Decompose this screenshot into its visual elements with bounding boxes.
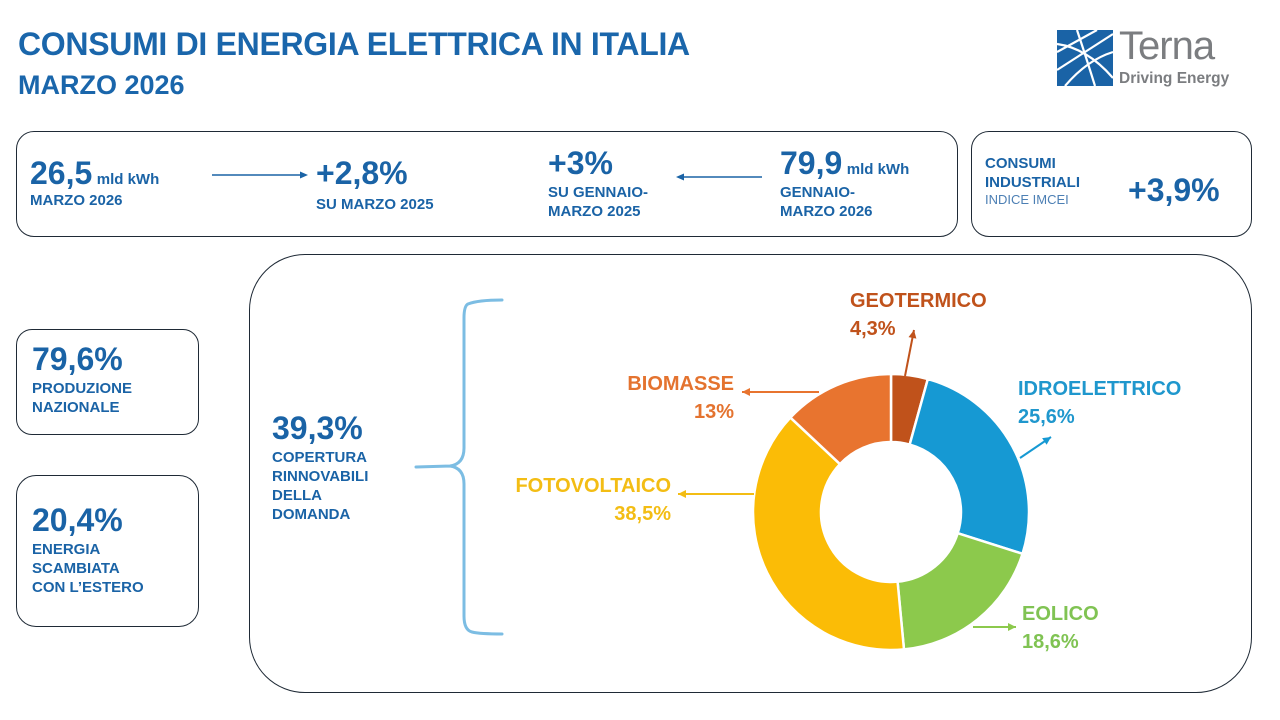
ytd-value: 79,9	[780, 145, 843, 181]
monthly-change-label: SU MARZO 2025	[316, 196, 434, 213]
industrial-sublabel: INDICE IMCEI	[985, 192, 1069, 207]
page-subtitle: MARZO 2026	[18, 70, 185, 100]
label-geotermico: GEOTERMICO 4,3%	[850, 287, 987, 343]
monthly-change-value: +2,8%	[316, 155, 408, 191]
ytd-change-label-1: SU GENNAIO-	[548, 184, 649, 201]
renewables-label-3: DELLA	[272, 487, 322, 504]
national-production-value: 79,6%	[32, 341, 123, 377]
foreign-exchange-label-1: ENERGIA	[32, 541, 101, 558]
national-production-label-2: NAZIONALE	[32, 399, 120, 416]
monthly-unit: mld kWh	[96, 171, 160, 188]
label-fotovoltaico-value: 38,5%	[614, 503, 671, 525]
monthly-change: +2,8% SU MARZO 2025	[316, 157, 434, 214]
label-idroelettrico: IDROELETTRICO 25,6%	[1018, 375, 1181, 431]
summary-panel	[16, 131, 958, 237]
ytd-unit: mld kWh	[846, 161, 910, 178]
ytd-label-2: MARZO 2026	[780, 203, 873, 220]
monthly-label: MARZO 2026	[30, 192, 123, 209]
arrow-right-icon	[212, 171, 308, 179]
label-fotovoltaico: FOTOVOLTAICO 38,5%	[483, 472, 671, 528]
national-production: 79,6% PRODUZIONE NAZIONALE	[32, 343, 132, 417]
monthly-consumption: 26,5 mld kWh MARZO 2026	[30, 157, 159, 210]
label-biomasse-value: 13%	[693, 401, 734, 423]
label-eolico: EOLICO 18,6%	[1022, 600, 1099, 656]
label-idroelettrico-value: 25,6%	[1018, 406, 1075, 428]
renewables-label-4: DOMANDA	[272, 506, 351, 523]
grid-network-icon	[1057, 30, 1113, 86]
industrial-panel	[971, 131, 1252, 237]
renewables-value: 39,3%	[272, 410, 363, 446]
foreign-exchange: 20,4% ENERGIA SCAMBIATA CON L’ESTERO	[32, 504, 144, 597]
ytd-change-label-2: MARZO 2025	[548, 203, 641, 220]
national-production-label-1: PRODUZIONE	[32, 380, 133, 397]
label-geotermico-name: GEOTERMICO	[850, 290, 987, 312]
ytd-consumption: 79,9 mld kWh GENNAIO- MARZO 2026	[780, 147, 909, 221]
logo-wordmark: Terna	[1119, 24, 1215, 68]
label-biomasse-name: BIOMASSE	[627, 373, 734, 395]
industrial-label-1: CONSUMI	[985, 155, 1056, 172]
label-eolico-value: 18,6%	[1022, 631, 1079, 653]
renewables-label-1: COPERTURA	[272, 449, 368, 466]
label-geotermico-value: 4,3%	[850, 318, 896, 340]
arrow-left-icon	[676, 173, 762, 181]
label-eolico-name: EOLICO	[1022, 603, 1099, 625]
foreign-exchange-label-2: SCAMBIATA	[32, 560, 120, 577]
foreign-exchange-label-3: CON L’ESTERO	[32, 579, 144, 596]
industrial-labels: CONSUMI INDUSTRIALI INDICE IMCEI	[985, 154, 1080, 207]
curly-brace	[414, 298, 504, 636]
monthly-value: 26,5	[30, 155, 93, 191]
logo-tagline: Driving Energy	[1119, 70, 1230, 87]
renewables-coverage: 39,3% COPERTURA RINNOVABILI DELLA DOMAND…	[272, 412, 368, 524]
label-idroelettrico-name: IDROELETTRICO	[1018, 378, 1182, 400]
renewables-panel	[249, 254, 1252, 693]
renewables-label-2: RINNOVABILI	[272, 468, 369, 485]
label-biomasse: BIOMASSE 13%	[600, 370, 734, 426]
industrial-label-2: INDUSTRIALI	[985, 174, 1080, 191]
industrial-value: +3,9%	[1128, 172, 1220, 208]
ytd-change: +3% SU GENNAIO- MARZO 2025	[548, 147, 648, 221]
page-title: CONSUMI DI ENERGIA ELETTRICA IN ITALIA	[18, 26, 690, 62]
label-fotovoltaico-name: FOTOVOLTAICO	[515, 475, 671, 497]
terna-logo: Terna Driving Energy	[1057, 24, 1253, 92]
foreign-exchange-value: 20,4%	[32, 502, 123, 538]
ytd-label-1: GENNAIO-	[780, 184, 855, 201]
foreign-exchange-panel	[16, 475, 199, 627]
national-production-panel	[16, 329, 199, 435]
ytd-change-value: +3%	[548, 145, 613, 181]
